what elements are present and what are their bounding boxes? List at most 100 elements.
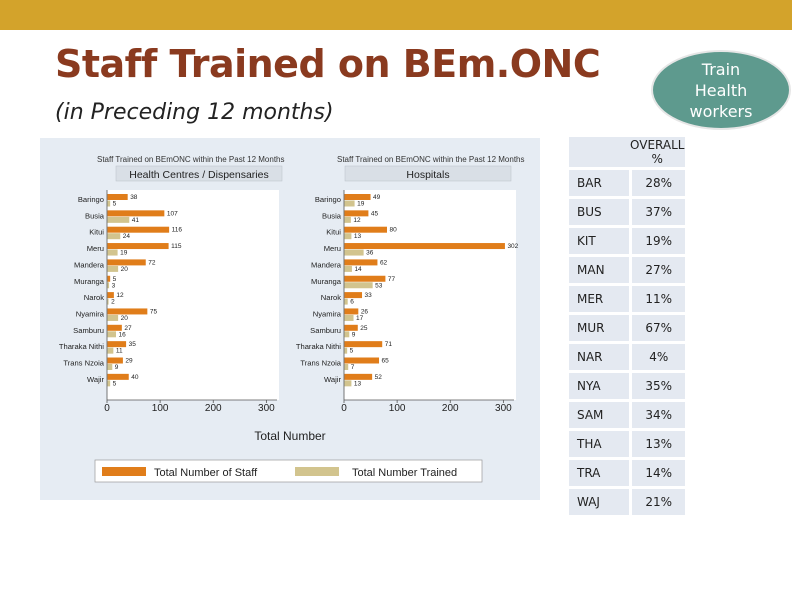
overall-percent: 19% — [629, 228, 686, 254]
slide-title: Staff Trained on BEm.ONC — [55, 42, 601, 86]
x-tick-label: 0 — [341, 403, 347, 414]
overall-header: OVERALL % — [629, 137, 686, 167]
category-label: Busia — [85, 211, 105, 220]
county-code: BAR — [569, 170, 629, 196]
data-label: 25 — [360, 325, 368, 332]
overall-row-tra: TRA 14% — [569, 460, 686, 486]
x-tick-label: 0 — [104, 403, 110, 414]
category-label: Kitui — [326, 228, 341, 237]
overall-row-mer: MER 11% — [569, 286, 686, 312]
data-label: 19 — [357, 201, 365, 208]
county-code: WAJ — [569, 489, 629, 515]
panel-title: Health Centres / Dispensaries — [129, 169, 268, 181]
bar-staff — [344, 194, 371, 200]
data-label: 116 — [172, 227, 183, 234]
x-tick-label: 100 — [152, 403, 169, 414]
data-label: 49 — [373, 194, 381, 201]
bar-staff — [344, 226, 387, 233]
category-label: Narok — [84, 293, 104, 302]
x-tick-label: 300 — [495, 403, 512, 414]
overall-percent: 4% — [629, 344, 686, 370]
bar-trained — [107, 298, 109, 305]
county-code: NYA — [569, 373, 629, 399]
category-label: Busia — [322, 211, 342, 220]
legend-swatch-staff — [102, 467, 146, 476]
county-code: MUR — [569, 315, 629, 341]
county-code: NAR — [569, 344, 629, 370]
legend-box — [94, 459, 483, 483]
data-label: 33 — [365, 292, 373, 299]
category-label: Baringo — [315, 195, 341, 204]
county-code: MER — [569, 286, 629, 312]
data-label: 72 — [148, 259, 156, 266]
category-label: Samburu — [310, 326, 341, 335]
data-label: 16 — [119, 331, 127, 338]
data-label: 5 — [113, 276, 117, 283]
x-tick-label: 200 — [442, 403, 459, 414]
data-label: 6 — [350, 299, 354, 306]
overall-percent: 35% — [629, 373, 686, 399]
x-tick-label: 200 — [205, 403, 222, 414]
train-health-workers-badge: Train Health workers — [651, 50, 791, 130]
chart-title: Staff Trained on BEmONC within the Past … — [337, 155, 525, 164]
category-label: Tharaka Nithi — [296, 342, 341, 351]
bar-staff — [107, 259, 146, 266]
data-label: 27 — [124, 325, 132, 332]
badge-line-1: Train — [701, 59, 741, 79]
overall-percent: 67% — [629, 315, 686, 341]
badge-line-2: Health — [694, 80, 748, 100]
chart-title: Staff Trained on BEmONC within the Past … — [97, 155, 285, 164]
bar-trained — [344, 216, 351, 223]
bar-trained — [344, 380, 352, 387]
category-label: Baringo — [78, 195, 104, 204]
overall-percent: 14% — [629, 460, 686, 486]
panel-title: Hospitals — [406, 169, 449, 181]
data-label: 9 — [115, 364, 119, 371]
bar-staff — [344, 292, 363, 299]
category-label: Kitui — [89, 228, 104, 237]
category-label: Wajir — [87, 375, 104, 384]
category-label: Samburu — [73, 326, 104, 335]
data-label: 19 — [120, 250, 128, 257]
bar-trained — [107, 216, 130, 223]
data-label: 13 — [354, 380, 362, 387]
category-label: Mandera — [74, 260, 105, 269]
data-label: 53 — [375, 282, 383, 289]
category-label: Tharaka Nithi — [59, 342, 104, 351]
bar-staff — [107, 194, 128, 200]
data-label: 38 — [130, 194, 138, 201]
data-label: 5 — [350, 348, 354, 355]
legend-label-trained: Total Number Trained — [352, 467, 457, 479]
data-label: 29 — [125, 358, 133, 365]
category-label: Wajir — [324, 375, 341, 384]
overall-row-bus: BUS 37% — [569, 199, 686, 225]
county-code: MAN — [569, 257, 629, 283]
overall-percent: 21% — [629, 489, 686, 515]
county-code: KIT — [569, 228, 629, 254]
data-label: 14 — [354, 266, 362, 273]
category-label: Meru — [87, 244, 104, 253]
x-tick-label: 100 — [389, 403, 406, 414]
slide-subtitle: (in Preceding 12 months) — [55, 100, 334, 125]
data-label: 12 — [116, 292, 124, 299]
overall-percent: 28% — [629, 170, 686, 196]
bar-trained — [107, 265, 119, 272]
bar-trained — [344, 331, 350, 338]
overall-row-nya: NYA 35% — [569, 373, 686, 399]
data-label: 3 — [112, 282, 116, 289]
data-label: 7 — [351, 364, 355, 371]
data-label: 45 — [371, 210, 379, 217]
bar-trained — [107, 347, 114, 354]
data-label: 11 — [116, 348, 123, 355]
bar-staff — [344, 324, 358, 331]
bar-staff — [107, 324, 122, 331]
bar-staff — [107, 341, 127, 348]
legend-swatch-trained — [295, 467, 339, 476]
overall-row-mur: MUR 67% — [569, 315, 686, 341]
bar-trained — [107, 282, 110, 289]
bar-staff — [107, 275, 111, 282]
data-label: 65 — [382, 358, 390, 365]
overall-row-kit: KIT 19% — [569, 228, 686, 254]
overall-row-sam: SAM 34% — [569, 402, 686, 428]
county-code: BUS — [569, 199, 629, 225]
